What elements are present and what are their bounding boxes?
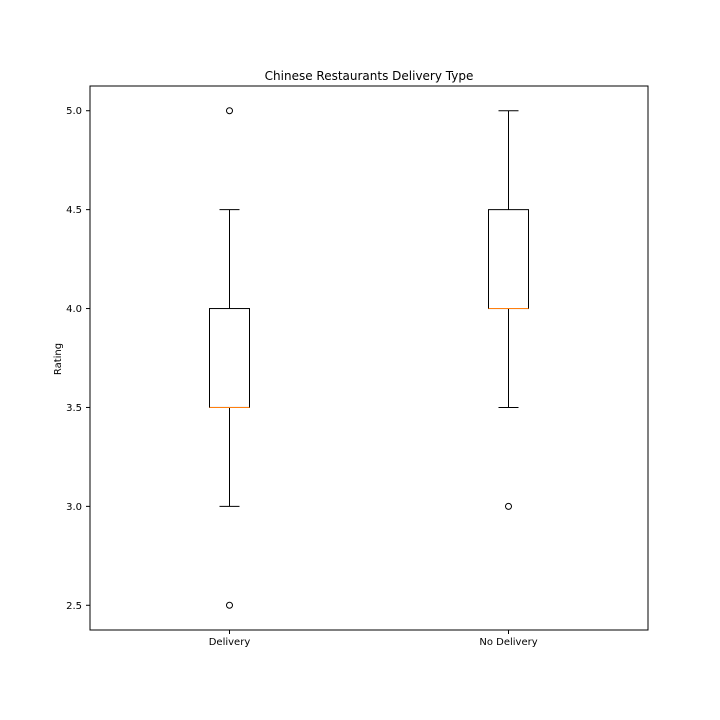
y-tick-label: 3.0 [66,502,82,513]
box-body [209,308,250,408]
y-tick-label: 5.0 [66,106,82,117]
y-tick-label: 3.5 [66,403,82,414]
chart-title: Chinese Restaurants Delivery Type [265,69,474,83]
outlier-point [505,502,512,510]
x-tick-label: Delivery [209,637,251,648]
plot-frame [89,85,649,631]
y-tick-label: 4.0 [66,304,82,315]
plot-area: 2.5 3.0 3.5 4.0 4.5 5.0 Delivery No Delivery [66,85,649,648]
outlier-point [226,601,233,609]
box-body [488,209,529,310]
y-tick-label: 2.5 [66,601,82,612]
y-tick-label: 4.5 [66,205,82,216]
y-axis-label: Rating [53,343,64,375]
outlier-point [226,107,233,115]
x-tick-label: No Delivery [479,637,537,648]
